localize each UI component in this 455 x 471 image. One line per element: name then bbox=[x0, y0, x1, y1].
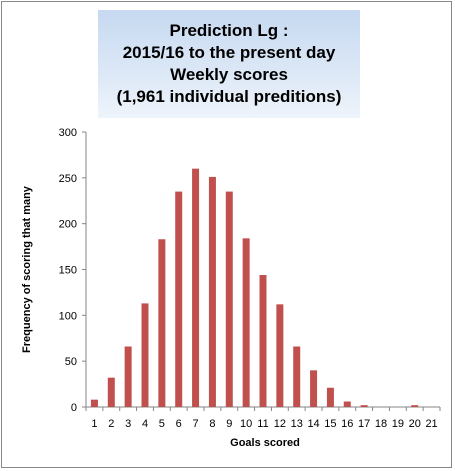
x-tick-label: 7 bbox=[193, 418, 199, 430]
title-line: Weekly scores bbox=[170, 65, 288, 84]
title-line: (1,961 individual preditions) bbox=[116, 87, 342, 106]
chart-title: Prediction Lg : 2015/16 to the present d… bbox=[98, 10, 360, 118]
x-tick-label: 19 bbox=[392, 418, 404, 430]
title-line: Prediction Lg : bbox=[169, 21, 289, 40]
x-axis-title: Goals scored bbox=[230, 437, 300, 449]
x-tick-label: 11 bbox=[257, 418, 268, 430]
x-tick-label: 2 bbox=[108, 418, 114, 430]
x-tick-label: 1 bbox=[91, 418, 97, 430]
x-tick-label: 12 bbox=[274, 418, 286, 430]
x-tick-label: 15 bbox=[324, 418, 336, 430]
bar bbox=[242, 238, 250, 407]
bar bbox=[360, 405, 368, 407]
title-line: 2015/16 to the present day bbox=[122, 43, 336, 62]
y-tick-label: 0 bbox=[71, 402, 77, 414]
bar bbox=[208, 176, 216, 407]
x-tick-label: 4 bbox=[142, 418, 148, 430]
bar bbox=[225, 191, 233, 407]
x-tick-label: 17 bbox=[358, 418, 370, 430]
bar bbox=[259, 275, 267, 407]
bar bbox=[293, 346, 301, 407]
bar bbox=[175, 191, 183, 407]
y-tick-label: 200 bbox=[59, 219, 77, 231]
y-tick-label: 250 bbox=[59, 173, 77, 185]
x-tick-label: 14 bbox=[307, 418, 319, 430]
bar bbox=[107, 377, 115, 407]
x-tick-label: 6 bbox=[176, 418, 182, 430]
y-tick-label: 150 bbox=[59, 265, 77, 277]
x-tick-label: 3 bbox=[125, 418, 131, 430]
bar bbox=[326, 387, 334, 407]
x-tick-label: 5 bbox=[159, 418, 165, 430]
y-tick-label: 300 bbox=[59, 127, 77, 139]
y-tick-label: 100 bbox=[59, 310, 77, 322]
x-tick-label: 20 bbox=[409, 418, 421, 430]
x-tick-label: 13 bbox=[291, 418, 303, 430]
x-tick-label: 18 bbox=[375, 418, 387, 430]
bar bbox=[192, 168, 200, 407]
bar bbox=[411, 405, 419, 407]
y-axis-title: Frequency of scoring that many bbox=[21, 185, 33, 353]
y-tick-label: 50 bbox=[65, 356, 77, 368]
x-tick-label: 9 bbox=[226, 418, 232, 430]
x-tick-label: 10 bbox=[240, 418, 252, 430]
bar bbox=[343, 401, 351, 407]
bar bbox=[141, 303, 149, 407]
x-tick-label: 8 bbox=[209, 418, 215, 430]
bar bbox=[90, 399, 98, 407]
bar bbox=[310, 370, 318, 407]
bar bbox=[124, 346, 132, 407]
x-tick-label: 21 bbox=[425, 418, 437, 430]
bar bbox=[276, 304, 284, 407]
x-tick-label: 16 bbox=[341, 418, 353, 430]
bar bbox=[158, 239, 166, 407]
